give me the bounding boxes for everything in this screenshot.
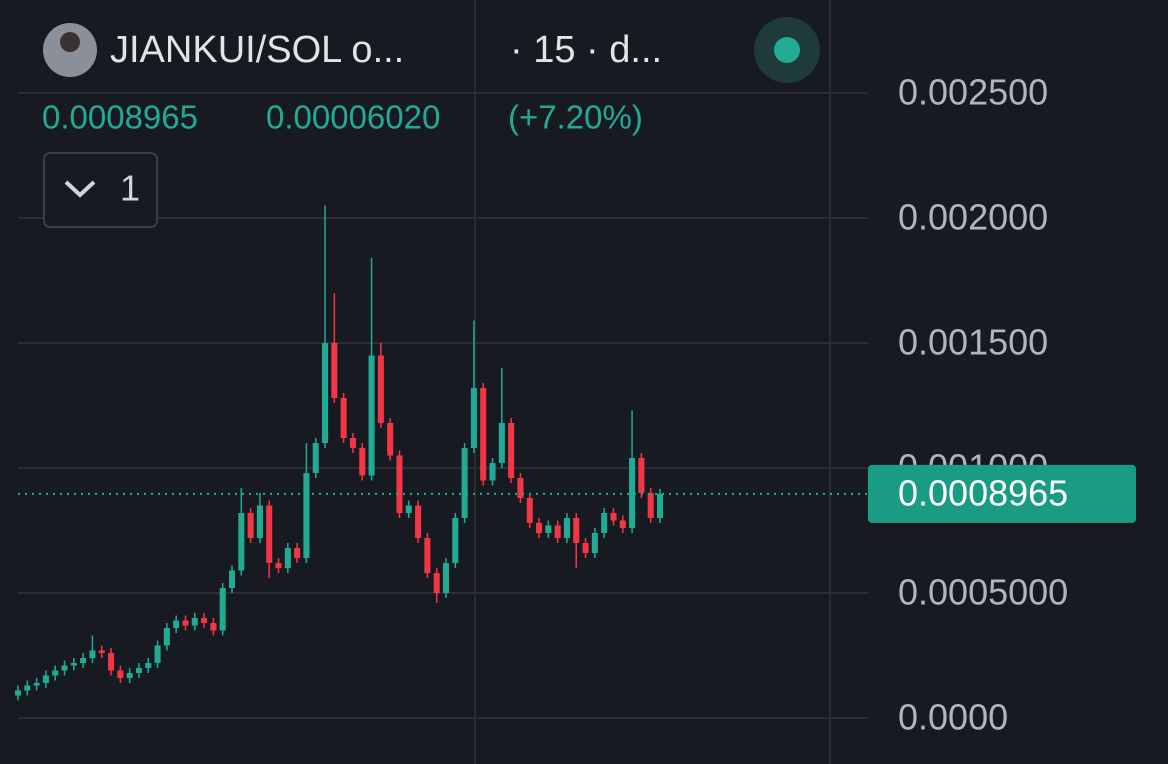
candle-body xyxy=(322,343,329,443)
candle-body xyxy=(340,398,347,438)
candle-body xyxy=(182,620,189,626)
candle-body xyxy=(480,388,487,481)
indicator-toggle[interactable] xyxy=(43,152,158,228)
candle-body xyxy=(61,665,68,671)
candle-body xyxy=(201,618,208,623)
candle-body xyxy=(89,650,96,658)
candle-body xyxy=(191,618,198,626)
change-percent: (+7.20%) xyxy=(508,99,643,136)
candle-body xyxy=(210,623,217,631)
candle-body xyxy=(349,438,356,448)
change: 0.00006020 xyxy=(266,99,440,136)
y-tick-label: 0.002000 xyxy=(898,197,1048,238)
candle-body xyxy=(284,548,291,568)
candle-body xyxy=(275,563,282,568)
price-tag xyxy=(868,464,1136,523)
candle-body xyxy=(610,513,617,521)
candle-body xyxy=(70,663,77,666)
candle-body xyxy=(163,628,170,646)
candle-body xyxy=(656,493,664,518)
candle-body xyxy=(154,645,161,663)
candle-body xyxy=(526,498,533,523)
candle-body xyxy=(145,663,152,668)
candle-body xyxy=(14,690,22,696)
candle-body xyxy=(368,355,375,476)
last-price: 0.0008965 xyxy=(42,99,198,136)
candle-body xyxy=(24,685,31,691)
avatar-face xyxy=(60,32,80,52)
candle-body xyxy=(442,563,450,593)
candle-body xyxy=(415,505,422,538)
candle-body xyxy=(98,650,105,653)
candle-body xyxy=(247,513,254,538)
candle-body xyxy=(638,458,645,493)
candle-body xyxy=(42,675,49,683)
candle-body xyxy=(563,518,570,538)
candle-body xyxy=(256,505,263,538)
candle-body xyxy=(517,478,524,498)
candle-body xyxy=(433,573,440,593)
y-tick-label: 0.0005000 xyxy=(898,572,1068,613)
indicator-count: 1 xyxy=(120,168,140,209)
candle-body xyxy=(396,455,403,513)
candle-body xyxy=(377,355,384,423)
candle-body xyxy=(80,658,87,663)
candle-body xyxy=(489,463,496,481)
candle-body xyxy=(117,670,124,678)
candle-body xyxy=(312,443,319,473)
candle-body xyxy=(573,518,580,543)
candle-body xyxy=(52,670,59,676)
chevron-icon xyxy=(64,180,96,198)
candle-body xyxy=(359,448,366,476)
status-dot xyxy=(774,37,800,63)
candle-body xyxy=(424,538,431,573)
candle-body xyxy=(219,588,226,631)
candle-body xyxy=(303,473,310,558)
candle-body xyxy=(228,570,236,588)
candle-body xyxy=(33,683,40,686)
y-tick-label: 0.002500 xyxy=(898,72,1048,113)
candle-body xyxy=(470,388,477,448)
candle-body xyxy=(173,620,180,628)
candle-body xyxy=(554,525,561,538)
candle-body xyxy=(498,423,505,463)
candle-body xyxy=(108,653,115,671)
candle-body xyxy=(387,423,394,456)
candle-body xyxy=(545,525,552,533)
candle-body xyxy=(331,343,338,398)
candle-body xyxy=(647,493,654,518)
candle-body xyxy=(629,458,636,528)
candle-body xyxy=(536,523,543,533)
candle-body xyxy=(126,673,133,678)
price-tag-label: 0.0008965 xyxy=(898,472,1068,513)
symbol-title[interactable]: JIANKUI/SOL o... xyxy=(110,29,404,71)
candle-body xyxy=(135,668,142,673)
candle-body xyxy=(619,520,626,528)
candle-body xyxy=(266,505,273,563)
candle-body xyxy=(582,543,589,553)
y-tick-label: 0.001500 xyxy=(898,322,1048,363)
candle-body xyxy=(591,533,598,553)
candle-body xyxy=(405,505,412,513)
candle-body xyxy=(508,423,515,478)
y-tick-label: 0.0000 xyxy=(898,697,1008,738)
candle-body xyxy=(461,448,468,518)
candle-body xyxy=(601,513,608,533)
candle-body xyxy=(452,518,459,563)
interval[interactable]: · 15 · d... xyxy=(510,29,662,71)
candle-body xyxy=(294,548,301,558)
candle-body xyxy=(238,513,245,571)
